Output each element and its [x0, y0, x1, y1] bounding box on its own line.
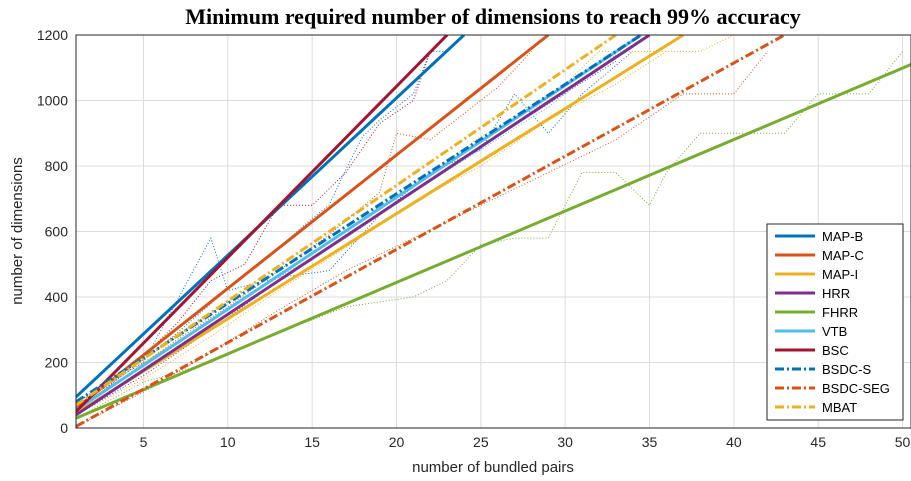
legend-label-mbat: MBAT: [822, 400, 857, 415]
measured-line-map-c: [76, 51, 532, 409]
fit-line-bsdc-s: [76, 35, 642, 404]
fit-line-bsdc-seg: [76, 35, 786, 428]
legend-box: [766, 223, 904, 421]
chart-title: Minimum required number of dimensions to…: [185, 4, 801, 29]
x-tick-label: 30: [557, 434, 573, 450]
fit-line-map-c: [76, 35, 550, 410]
legend-label-map-c: MAP-C: [822, 248, 864, 263]
legend-label-bsdc-seg: BSDC-SEG: [822, 381, 890, 396]
measured-line-map-b: [76, 50, 448, 403]
y-tick-label: 200: [45, 355, 69, 371]
fit-line-vtb: [76, 35, 642, 412]
measured-line-fhrr: [76, 51, 903, 419]
legend-label-map-i: MAP-I: [822, 267, 858, 282]
fit-line-hrr: [76, 35, 651, 417]
measured-line-bsc: [76, 51, 431, 412]
x-axis-label: number of bundled pairs: [412, 459, 574, 476]
legend-label-hrr: HRR: [822, 286, 850, 301]
y-tick-label: 1200: [37, 27, 68, 43]
x-tick-label: 5: [140, 434, 148, 450]
x-tick-label: 40: [726, 434, 742, 450]
x-tick-label: 25: [473, 434, 489, 450]
y-tick-label: 400: [45, 289, 69, 305]
y-axis-label: number of dimensions: [9, 157, 26, 305]
fit-line-bsc: [76, 35, 449, 413]
y-tick-label: 1000: [37, 93, 68, 109]
legend: MAP-B MAP-C MAP-I HRR FHRR VTB BSC BSDC-S BSDC-S…: [766, 223, 904, 421]
legend-label-fhrr: FHRR: [822, 305, 858, 320]
y-tick-label: 800: [45, 158, 69, 174]
fit-line-fhrr: [76, 63, 911, 420]
legend-label-bsc: BSC: [822, 343, 849, 358]
legend-label-bsdc-s: BSDC-S: [822, 362, 871, 377]
legend-label-map-b: MAP-B: [822, 229, 863, 244]
x-tick-labels: 5 10 15 20 25 30 35 40 45 50: [140, 434, 911, 450]
plot-frame: [75, 34, 911, 429]
x-tick-label: 20: [389, 434, 405, 450]
x-tick-label: 50: [895, 434, 911, 450]
fit-line-mbat: [76, 35, 617, 407]
y-tick-label: 0: [60, 420, 68, 436]
fit-line-map-i: [76, 35, 685, 415]
x-tick-label: 10: [220, 434, 236, 450]
y-tick-label: 600: [45, 224, 69, 240]
y-tick-labels: 0 200 400 600 800 1000 1200: [37, 27, 68, 436]
fit-series-group: [76, 35, 911, 428]
legend-label-vtb: VTB: [822, 324, 847, 339]
x-tick-label: 45: [810, 434, 826, 450]
x-tick-label: 35: [642, 434, 658, 450]
x-tick-label: 15: [304, 434, 320, 450]
